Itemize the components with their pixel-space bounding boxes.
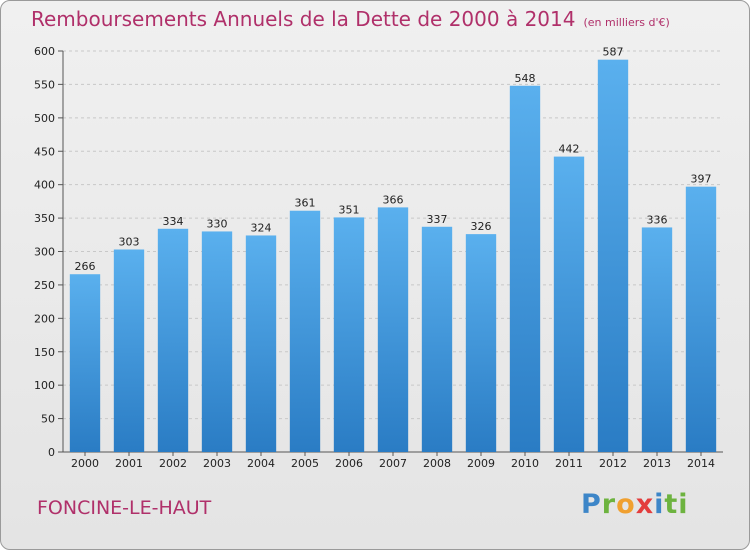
x-tick-label: 2014 [687, 457, 715, 470]
value-label: 366 [383, 193, 404, 206]
bar [641, 227, 673, 452]
y-tick-label: 600 [34, 45, 55, 58]
bar [157, 228, 189, 452]
x-tick-label: 2006 [335, 457, 363, 470]
bar [377, 207, 409, 452]
chart-title-text: Remboursements Annuels de la Dette de 20… [31, 7, 576, 31]
x-tick-label: 2008 [423, 457, 451, 470]
y-tick-label: 550 [34, 78, 55, 91]
value-label: 442 [559, 143, 580, 156]
x-tick-label: 2007 [379, 457, 407, 470]
x-tick-label: 2004 [247, 457, 275, 470]
value-label: 351 [339, 203, 360, 216]
y-tick-label: 50 [41, 413, 55, 426]
y-tick-label: 350 [34, 212, 55, 225]
logo-letter: i [654, 489, 665, 520]
x-tick-label: 2011 [555, 457, 583, 470]
y-tick-label: 150 [34, 346, 55, 359]
value-labels: 266 303 334 330 324 361 351 366 337 326 548 442 587 3… [75, 46, 712, 274]
value-label: 587 [603, 46, 624, 59]
x-tick-label: 2001 [115, 457, 143, 470]
y-tick-label: 200 [34, 312, 55, 325]
value-label: 361 [295, 197, 316, 210]
y-tick-label: 300 [34, 246, 55, 259]
x-tick-label: 2010 [511, 457, 539, 470]
chart-title: Remboursements Annuels de la Dette de 20… [31, 7, 670, 31]
bar [553, 156, 585, 452]
logo-letter: r [601, 489, 617, 520]
value-label: 334 [163, 215, 184, 228]
logo-letter: o [616, 489, 636, 520]
bar [421, 226, 453, 452]
y-tick-label: 250 [34, 279, 55, 292]
y-tick-label: 400 [34, 179, 55, 192]
bar [113, 249, 145, 452]
x-tick-label: 2003 [203, 457, 231, 470]
value-label: 397 [691, 173, 712, 186]
y-tick-labels: 0 50 100 150 200 250 300 350 400 450 500 550 600 [34, 45, 55, 459]
bar [465, 234, 497, 452]
logo-letter: ti [664, 489, 689, 520]
town-name: FONCINE-LE-HAUT [37, 497, 212, 519]
bars [69, 59, 717, 453]
bar [201, 231, 233, 452]
bar [289, 210, 321, 452]
x-tick-label: 2012 [599, 457, 627, 470]
bar [685, 186, 717, 452]
bar [333, 217, 365, 452]
value-label: 324 [251, 221, 272, 234]
x-tick-label: 2009 [467, 457, 495, 470]
value-label: 337 [427, 213, 448, 226]
x-tick-labels: 2000 2001 2002 2003 2004 2005 2006 2007 2008 2009… [71, 457, 715, 470]
bar [245, 235, 277, 452]
x-tick-label: 2005 [291, 457, 319, 470]
bar [509, 85, 541, 453]
y-tick-label: 100 [34, 379, 55, 392]
logo-letter: x [635, 489, 655, 520]
x-tick-label: 2000 [71, 457, 99, 470]
value-label: 548 [515, 72, 536, 85]
logo-letter: P [581, 489, 602, 520]
x-tick-label: 2002 [159, 457, 187, 470]
y-tick-label: 500 [34, 112, 55, 125]
value-label: 266 [75, 260, 96, 273]
value-label: 303 [119, 235, 140, 248]
x-tick-label: 2013 [643, 457, 671, 470]
value-label: 330 [207, 217, 228, 230]
proxiti-logo[interactable]: Proxiti [581, 489, 689, 520]
value-label: 336 [647, 213, 668, 226]
value-label: 326 [471, 220, 492, 233]
y-tick-label: 450 [34, 145, 55, 158]
y-tick-label: 0 [48, 446, 55, 459]
bar [69, 274, 101, 452]
chart-unit: (en milliers d'€) [583, 16, 670, 29]
bar [597, 59, 629, 453]
